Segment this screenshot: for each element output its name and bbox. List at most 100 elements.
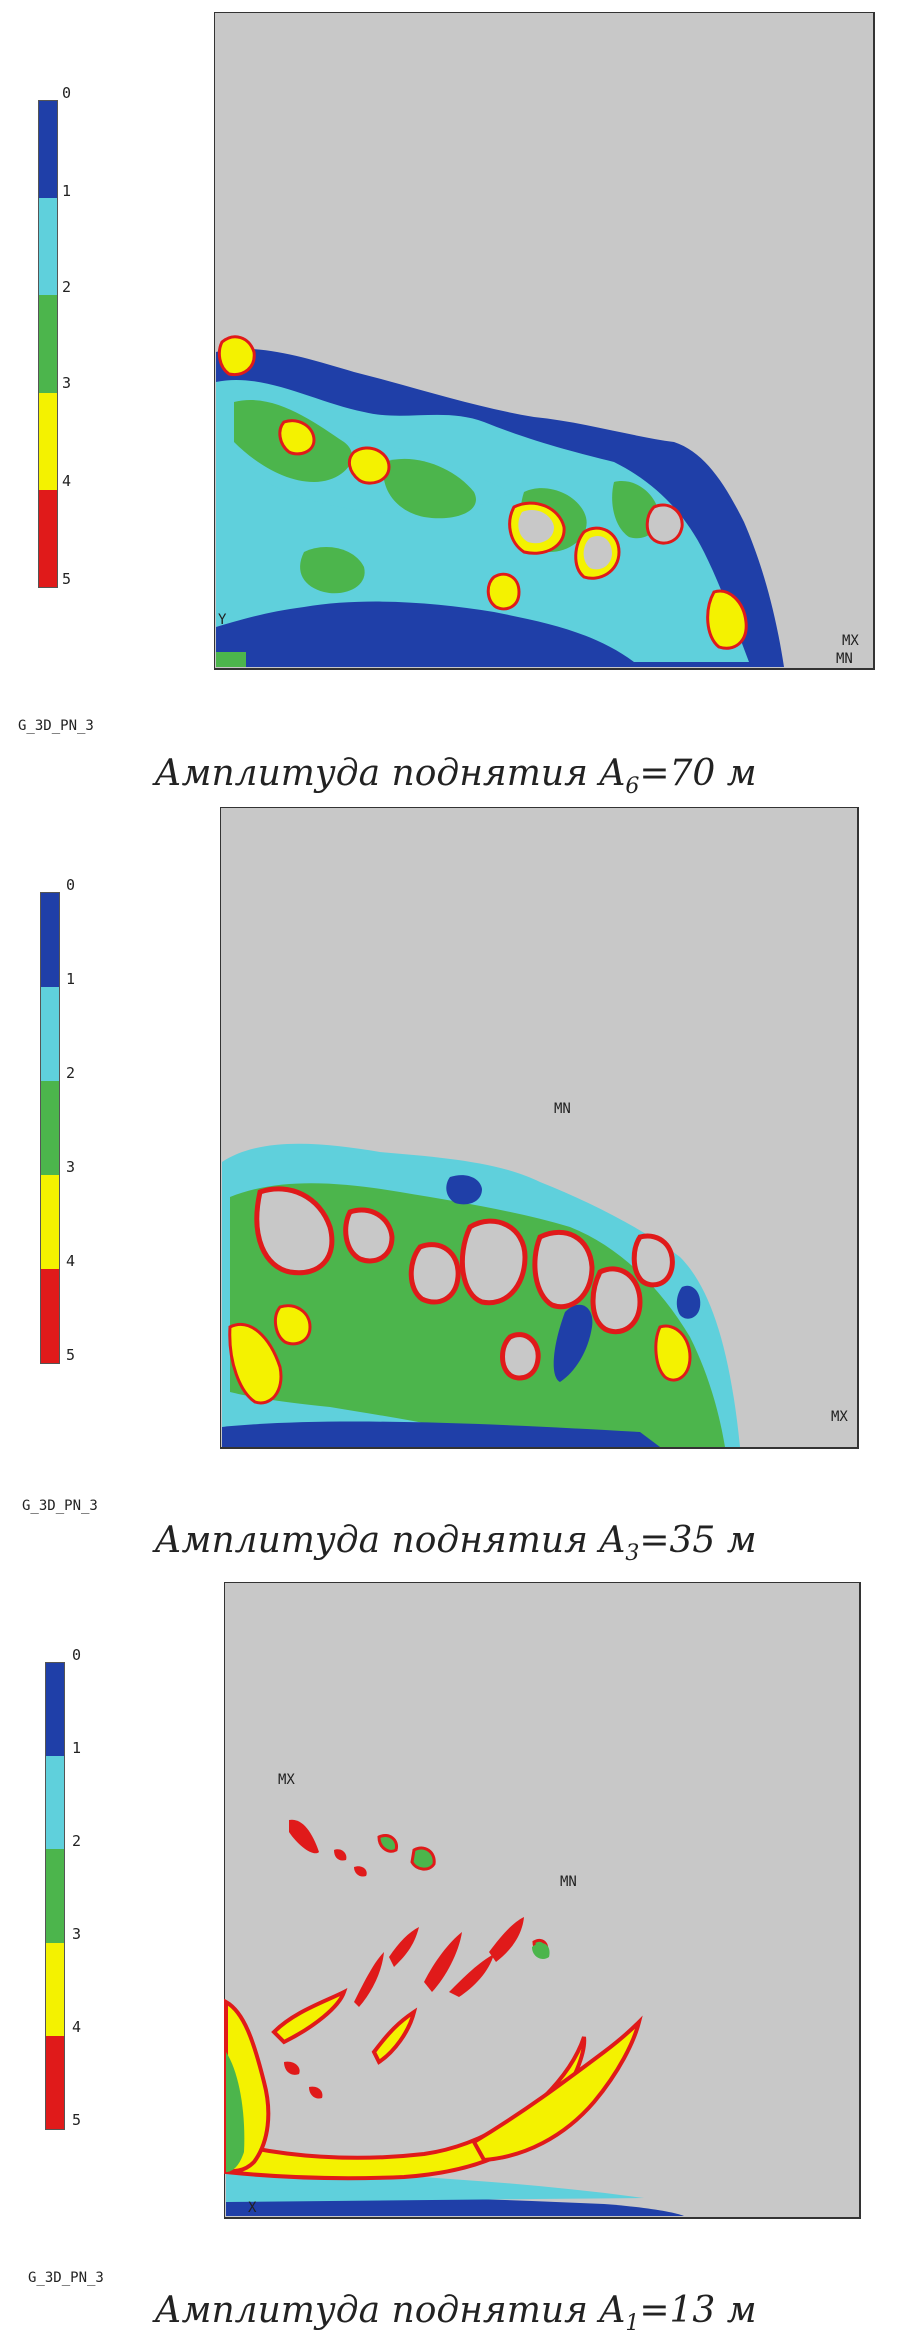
region-level-3h [217,335,256,377]
region-level-3c [654,1324,692,1382]
legend-seg-0 [41,893,59,987]
caption-suffix: =70 м [639,753,757,794]
hole-1 [254,1186,335,1276]
legend-tick: 2 [62,278,72,296]
hole-2 [343,1207,395,1264]
region-level-3b [273,1304,312,1346]
region-level-4l [449,1954,494,1997]
region-level-2 [226,2052,245,2172]
panel-3: 0 1 2 3 4 5 MX MN X G_3D_PN_3 Амплитуда … [0,1580,911,2339]
region-level-4f [371,2007,418,2065]
mark-mn: MN [560,1874,577,1890]
caption: Амплитуда поднятия A1=13 м [0,2290,911,2336]
region-level-2b [532,1943,550,1959]
hole-6 [532,1230,595,1310]
hole-8 [631,1233,675,1288]
legend-tick: 1 [72,1739,82,1757]
legend-seg-1 [39,198,57,296]
caption-prefix: Амплитуда поднятия A [154,753,626,794]
hole-1 [518,509,554,544]
region-level-4j [284,2061,300,2075]
legend-tick: 5 [72,2111,82,2129]
region-level-3e [410,1846,436,1871]
region-level-3d [278,419,316,456]
region-level-4c [354,1866,367,1877]
legend-seg-1 [46,1756,64,1850]
mark-mx: MX [842,633,859,649]
region-level-4d [271,1988,348,2045]
hole-7 [590,1266,643,1335]
legend-tick: 2 [66,1064,76,1082]
region-level-4i [489,1917,524,1962]
hole-5 [500,1332,541,1381]
legend-tick: 4 [62,472,72,490]
legend-tick: 1 [62,182,72,200]
caption-suffix: =35 м [639,1520,757,1561]
caption: Амплитуда поднятия A3=35 м [0,1520,911,1566]
color-legend [40,892,60,1364]
caption-prefix: Амплитуда поднятия A [154,2290,626,2331]
plot-edge-strip [216,652,246,667]
contour-plot-2: MN MX [220,807,859,1449]
panel-1: 0 1 2 3 4 5 MX MN Y G_3D_PN_3 Амплитуда … [0,0,911,800]
panel-2: 0 1 2 3 4 5 MN MX G_3D_PN_3 Амплитуда по… [0,800,911,1580]
region-level-0 [222,1421,660,1447]
color-legend [45,1662,65,2130]
region-level-4h [424,1932,462,1992]
legend-seg-1 [41,987,59,1081]
legend-tick: 1 [66,970,76,988]
mark-mx: MX [278,1772,295,1788]
caption: Амплитуда поднятия A6=70 м [0,753,911,799]
region-level-4b [334,1849,347,1861]
legend-tick: 0 [66,876,76,894]
hole-3 [408,1242,461,1305]
legend-seg-4 [46,2035,64,2129]
region-level-3c [347,446,391,485]
model-label: G_3D_PN_3 [28,2270,104,2286]
legend-tick: 0 [62,84,72,102]
legend-tick: 3 [72,1925,82,1943]
region-level-3c [471,2015,643,2163]
mark-y: Y [218,612,227,628]
caption-suffix: =13 м [639,2290,757,2331]
mark-mn: MN [836,651,853,667]
hole-2 [583,535,612,570]
region-level-3 [228,1322,283,1405]
legend-seg-0 [39,101,57,199]
legend-seg-2 [46,1849,64,1943]
legend-seg-2 [41,1081,59,1175]
region-level-4k [309,2086,323,2099]
region-level-3g [706,589,748,650]
hole-4 [459,1218,528,1306]
region-level-4 [289,1819,319,1854]
legend-seg-4 [39,489,57,587]
region-level-2d [300,547,365,594]
legend-seg-3 [41,1175,59,1269]
region-level-4g [389,1927,419,1967]
mark-mn: MN [554,1101,571,1117]
model-label: G_3D_PN_3 [18,718,94,734]
color-legend [38,100,58,588]
legend-tick: 5 [62,570,72,588]
region-level-4e [354,1952,384,2007]
caption-sub: 3 [625,1541,640,1567]
region-level-3f [645,503,684,545]
region-level-2b [383,458,476,519]
legend-seg-0 [46,1663,64,1757]
model-label: G_3D_PN_3 [22,1498,98,1514]
mark-x: X [248,2200,257,2216]
caption-sub: 1 [625,2311,640,2337]
contour-plot-1: MX MN Y [214,12,875,670]
region-level-3d [377,1834,399,1853]
legend-tick: 4 [66,1252,76,1270]
legend-tick: 0 [72,1646,82,1664]
region-level-0b [446,1175,482,1205]
legend-tick: 3 [62,374,72,392]
legend-tick: 4 [72,2018,82,2036]
region-level-0c [553,1304,593,1382]
caption-prefix: Амплитуда поднятия A [154,1520,626,1561]
mark-mx: MX [831,1409,848,1425]
region-level-0d [676,1285,701,1319]
region-level-0 [226,2197,684,2216]
legend-seg-3 [46,1942,64,2036]
